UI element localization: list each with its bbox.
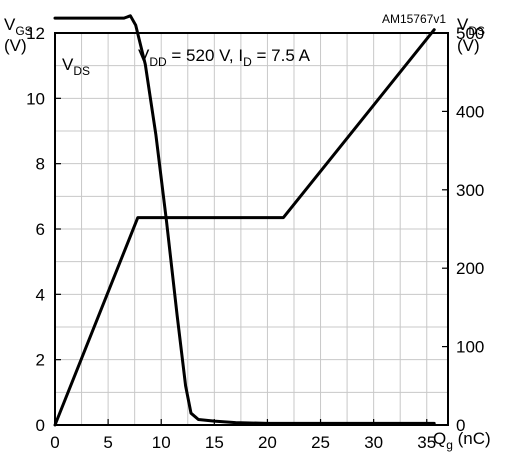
right-y-tick-label: 300 bbox=[456, 181, 484, 200]
x-tick-label: 15 bbox=[205, 433, 224, 452]
right-y-tick-label: 200 bbox=[456, 259, 484, 278]
series-label-vds: VDS bbox=[62, 55, 90, 78]
left-y-tick-label: 4 bbox=[36, 285, 45, 304]
x-tick-label: 35 bbox=[417, 433, 436, 452]
figure-code: AM15767v1 bbox=[382, 12, 446, 26]
right-axis-title: VDS bbox=[457, 15, 485, 38]
left-y-tick-label: 2 bbox=[36, 351, 45, 370]
x-tick-label: 20 bbox=[258, 433, 277, 452]
series-line-vgs bbox=[53, 28, 436, 427]
left-axis-title: VGS bbox=[4, 15, 33, 38]
grid-lines bbox=[55, 33, 448, 425]
x-tick-label: 0 bbox=[50, 433, 59, 452]
left-y-tick-label: 0 bbox=[36, 416, 45, 435]
right-y-tick-label: 100 bbox=[456, 338, 484, 357]
left-y-tick-label: 10 bbox=[26, 89, 45, 108]
right-y-tick-label: 0 bbox=[456, 416, 465, 435]
axis-ticks: 0 5 10 15 20 25 30 35 0 2 4 6 8 10 12 0 100 200 300 400 500 bbox=[26, 24, 484, 452]
x-tick-label: 30 bbox=[364, 433, 383, 452]
series-lines bbox=[53, 14, 436, 427]
series-line-vds bbox=[53, 14, 436, 425]
condition-label: VDD = 520 V, ID = 7.5 A bbox=[138, 46, 311, 69]
x-tick-label: 10 bbox=[152, 433, 171, 452]
x-tick-label: 25 bbox=[311, 433, 330, 452]
right-axis-unit: (V) bbox=[457, 36, 480, 55]
left-y-tick-label: 8 bbox=[36, 155, 45, 174]
left-axis-unit: (V) bbox=[4, 36, 27, 55]
right-y-tick-label: 500 bbox=[456, 24, 484, 43]
x-axis-title: Qg (nC) bbox=[433, 429, 491, 452]
x-tick-label: 5 bbox=[103, 433, 112, 452]
right-y-tick-label: 400 bbox=[456, 102, 484, 121]
left-y-tick-label: 12 bbox=[26, 24, 45, 43]
left-y-tick-label: 6 bbox=[36, 220, 45, 239]
